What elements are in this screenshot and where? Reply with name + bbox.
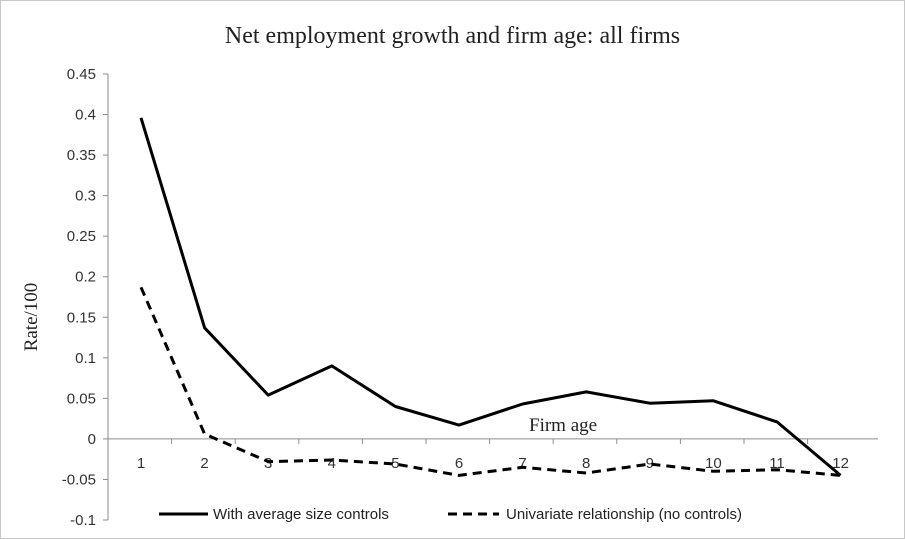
- y-tick-label: 0: [88, 431, 96, 448]
- series-univariate-line: [139, 286, 841, 477]
- y-axis: 0.45 0.4 0.35 0.3 0.25 0.2 0.15 0.1 0.05 0 -0.05 -0…: [62, 66, 109, 529]
- x-tick-label: 11: [769, 455, 785, 472]
- legend: With average size controls Univariate rel…: [159, 506, 742, 523]
- y-tick-label: 0.45: [67, 66, 96, 83]
- x-axis: 1 2 3 4 5 6 7 8 9 10 11 12: [108, 438, 878, 472]
- x-tick-label: 8: [582, 455, 590, 472]
- x-tick-label: 3: [264, 455, 272, 472]
- x-tick-label: 10: [705, 455, 722, 472]
- y-tick-label: 0.35: [67, 147, 96, 164]
- x-tick-label: 5: [391, 455, 399, 472]
- y-tick-label: 0.15: [67, 309, 96, 326]
- y-tick-label: 0.4: [75, 107, 96, 124]
- legend-label: With average size controls: [213, 506, 389, 523]
- x-tick-label: 4: [328, 455, 336, 472]
- x-tick-label: 2: [200, 455, 208, 472]
- x-tick-label: 12: [832, 455, 849, 472]
- x-axis-title: Firm age: [529, 415, 597, 436]
- y-tick-label: 0.25: [67, 228, 96, 245]
- series-layer: [139, 117, 842, 477]
- y-tick-label: 0.1: [75, 350, 96, 367]
- chart-title: Net employment growth and firm age: all …: [224, 23, 681, 49]
- y-tick-label: -0.1: [70, 512, 96, 529]
- y-tick-label: -0.05: [62, 471, 96, 488]
- x-tick-label: 9: [646, 455, 654, 472]
- legend-label: Univariate relationship (no controls): [506, 506, 742, 523]
- y-tick-label: 0.2: [75, 269, 96, 286]
- x-tick-label: 1: [137, 455, 145, 472]
- y-tick-label: 0.05: [67, 390, 96, 407]
- legend-item-with-size-controls: With average size controls: [159, 506, 389, 523]
- x-tick-label: 6: [455, 455, 463, 472]
- series-with-size-controls-line: [139, 117, 842, 477]
- y-tick-label: 0.3: [75, 188, 96, 205]
- legend-item-univariate: Univariate relationship (no controls): [448, 506, 742, 523]
- y-axis-title: Rate/100: [21, 283, 42, 352]
- x-tick-label: 7: [518, 455, 526, 472]
